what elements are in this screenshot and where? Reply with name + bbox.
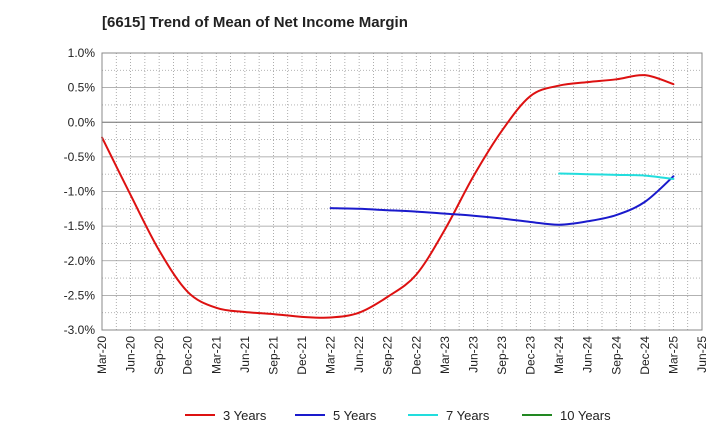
x-tick-label: Sep-23 [495,336,509,375]
x-tick-label: Jun-24 [581,336,595,373]
x-tick-label: Jun-25 [695,336,709,373]
x-tick-label: Sep-20 [152,336,166,375]
x-tick-label: Dec-22 [409,336,423,375]
x-tick-label: Sep-24 [609,336,623,375]
series-lines [101,74,675,319]
grid [102,52,702,331]
x-tick-label: Jun-20 [124,336,138,373]
x-tick-label: Dec-23 [524,336,538,375]
x-tick-label: Jun-22 [352,336,366,373]
legend-label-3-years: 3 Years [223,408,267,423]
x-tick-label: Mar-24 [552,336,566,374]
y-tick-label: -1.5% [64,219,96,233]
x-tick-label: Sep-21 [266,336,280,375]
x-tick-label: Mar-22 [324,336,338,374]
y-tick-label: -2.5% [64,288,96,302]
x-tick-label: Dec-20 [181,336,195,375]
y-tick-label: -0.5% [64,150,96,164]
legend-label-5-years: 5 Years [333,408,377,423]
x-tick-label: Mar-23 [438,336,452,374]
plot-frame [101,52,703,331]
x-tick-label: Mar-21 [209,336,223,374]
x-tick-label: Dec-24 [638,336,652,375]
y-tick-label: -2.0% [64,254,96,268]
x-tick-label: Sep-22 [381,336,395,375]
y-tick-label: -1.0% [64,185,96,199]
series-line-3-years [101,74,675,319]
y-tick-label: -3.0% [64,323,96,337]
series-line-7-years [558,172,675,181]
series-line-5-years [329,175,675,226]
y-tick-label: 0.5% [68,81,96,95]
x-tick-label: Mar-25 [666,336,680,374]
y-tick-label: 0.0% [68,115,96,129]
legend: 3 Years 5 Years 7 Years 10 Years [185,408,611,423]
legend-label-10-years: 10 Years [560,408,611,423]
x-tick-label: Jun-23 [466,336,480,373]
y-axis: 1.0% 0.5% 0.0% -0.5% -1.0% -1.5% -2.0% -2.5% -3.… [64,46,96,337]
x-axis: Mar-20 Jun-20 Sep-20 Dec-20 Mar-21 Jun-21 Sep-… [95,336,709,375]
x-tick-label: Jun-21 [238,336,252,373]
x-tick-label: Dec-21 [295,336,309,375]
y-tick-label: 1.0% [68,46,96,60]
legend-label-7-years: 7 Years [446,408,490,423]
chart-title: [6615] Trend of Mean of Net Income Margi… [102,14,408,31]
x-tick-label: Mar-20 [95,336,109,374]
